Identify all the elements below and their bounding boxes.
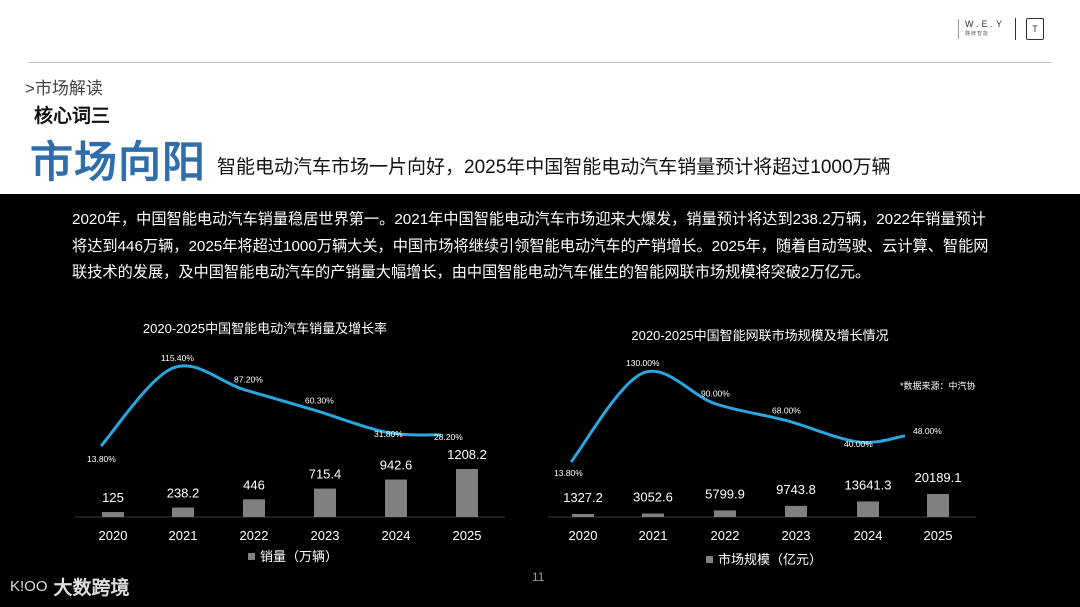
breadcrumb: >市场解读 bbox=[25, 79, 103, 98]
chart-sales: 2020-2025中国智能电动汽车销量及增长率 125 2020 238.2 2021 4… bbox=[75, 321, 505, 564]
brand-name: 大数跨境 bbox=[53, 578, 130, 599]
tank-logo: T bbox=[1026, 18, 1044, 40]
page-number: 11 bbox=[532, 570, 545, 584]
bar-value-label: 125 bbox=[102, 490, 124, 505]
line-value-label: 60.30% bbox=[305, 395, 334, 405]
line-value-label: 13.80% bbox=[554, 468, 583, 478]
bar-value-label: 13641.3 bbox=[845, 477, 892, 492]
wey-logo-text: W.E.Y bbox=[964, 19, 1005, 29]
x-tick-label: 2024 bbox=[854, 528, 883, 543]
bar bbox=[714, 510, 736, 517]
header-divider bbox=[28, 62, 1052, 63]
line-value-label: 31.80% bbox=[374, 429, 403, 439]
x-tick-label: 2023 bbox=[782, 528, 811, 543]
bar-value-label: 5799.9 bbox=[705, 486, 745, 501]
bar-value-label: 446 bbox=[243, 477, 265, 492]
keyword-label: 核心词三 bbox=[34, 106, 111, 127]
x-tick-label: 2020 bbox=[569, 528, 598, 543]
chart-title: 2020-2025中国智能网联市场规模及增长情况 bbox=[631, 328, 888, 343]
x-tick-label: 2021 bbox=[639, 528, 668, 543]
bar-value-label: 715.4 bbox=[309, 467, 342, 482]
bar bbox=[857, 501, 879, 517]
x-tick-label: 2023 bbox=[311, 528, 340, 543]
source-note: *数据来源：中汽协 bbox=[900, 380, 976, 391]
chart-title: 2020-2025中国智能电动汽车销量及增长率 bbox=[143, 321, 387, 336]
bar bbox=[243, 499, 265, 517]
bar-value-label: 1208.2 bbox=[447, 447, 487, 462]
brand-footer: K!OO 大数跨境 bbox=[10, 573, 130, 600]
x-tick-label: 2021 bbox=[169, 528, 198, 543]
line-value-label: 90.00% bbox=[701, 389, 730, 399]
legend-swatch bbox=[706, 556, 713, 563]
bar-value-label: 1327.2 bbox=[563, 490, 603, 505]
bar-value-label: 238.2 bbox=[167, 486, 200, 501]
bar bbox=[927, 494, 949, 517]
logo-group: W.E.Y 魏牌智能 T bbox=[957, 18, 1044, 40]
bar-value-label: 20189.1 bbox=[915, 470, 962, 485]
x-tick-label: 2022 bbox=[711, 528, 740, 543]
line-value-label: 115.40% bbox=[161, 353, 194, 363]
line-value-label: 28.20% bbox=[434, 432, 463, 442]
line-value-label: 68.00% bbox=[772, 405, 801, 415]
legend-swatch bbox=[248, 553, 255, 560]
line-value-label: 87.20% bbox=[234, 375, 263, 385]
bar bbox=[456, 469, 478, 517]
wey-logo-sub: 魏牌智能 bbox=[964, 31, 989, 37]
x-tick-label: 2024 bbox=[382, 528, 411, 543]
growth-line bbox=[569, 369, 906, 463]
bar bbox=[172, 507, 194, 517]
bar-value-label: 3052.6 bbox=[633, 490, 673, 505]
legend-label: 销量（万辆） bbox=[260, 549, 338, 564]
bar-value-label: 942.6 bbox=[380, 458, 413, 473]
x-tick-label: 2020 bbox=[99, 528, 128, 543]
bar bbox=[642, 513, 664, 517]
x-tick-label: 2022 bbox=[240, 528, 269, 543]
bar bbox=[572, 514, 594, 517]
intro-paragraph: 2020年，中国智能电动汽车销量稳居世界第一。2021年中国智能电动汽车市场迎来… bbox=[72, 211, 989, 281]
legend-label: 市场规模（亿元） bbox=[718, 552, 822, 567]
header-band: W.E.Y 魏牌智能 T >市场解读 核心词三 市场向阳 智能电动汽车市场一片向好… bbox=[0, 0, 1080, 194]
bar bbox=[785, 505, 807, 517]
subheadline: 智能电动汽车市场一片向好，2025年中国智能电动汽车销量预计将超过1000万辆 bbox=[217, 157, 891, 178]
bar bbox=[102, 512, 124, 517]
bar bbox=[385, 479, 407, 517]
logo-divider bbox=[1015, 18, 1016, 40]
line-value-label: 48.00% bbox=[913, 426, 942, 436]
line-value-label: 130.00% bbox=[626, 358, 660, 368]
bar-value-label: 9743.8 bbox=[776, 482, 816, 497]
x-tick-label: 2025 bbox=[924, 528, 953, 543]
headline: 市场向阳 bbox=[30, 139, 206, 187]
x-tick-label: 2025 bbox=[453, 528, 482, 543]
wey-logo: W.E.Y 魏牌智能 bbox=[957, 19, 1005, 39]
brand-logo-icon: K!OO bbox=[10, 578, 48, 595]
chart-market: 2020-2025中国智能网联市场规模及增长情况 1327.2 2020 3052.6… bbox=[548, 328, 976, 567]
growth-line bbox=[99, 364, 442, 448]
line-value-label: 13.80% bbox=[87, 454, 116, 464]
bar bbox=[314, 488, 336, 517]
line-value-label: 40.00% bbox=[844, 439, 873, 449]
